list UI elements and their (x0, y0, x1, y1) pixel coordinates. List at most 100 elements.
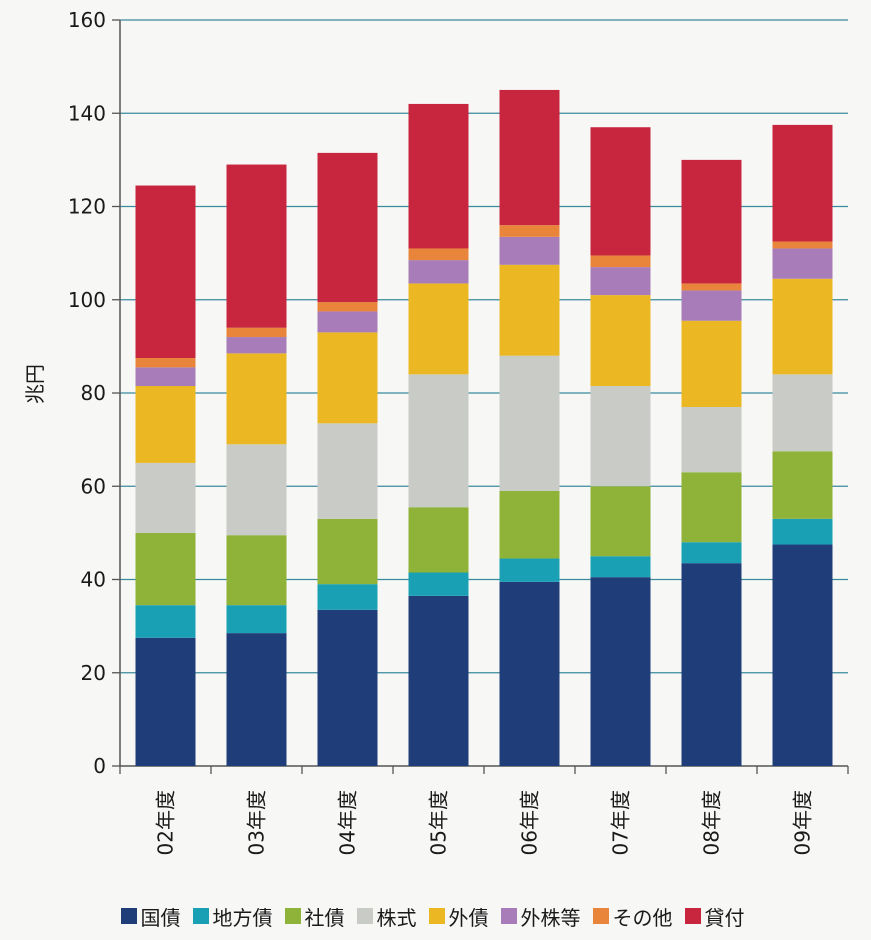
legend-label: その他 (612, 905, 673, 930)
legend-swatch (592, 908, 609, 924)
bar-segment-1-5 (499, 581, 560, 766)
y-tick-label: 80 (81, 381, 106, 405)
bar-segment-6-8 (772, 248, 833, 279)
bar-segment-3-6 (590, 486, 651, 557)
legend-swatch (356, 908, 373, 924)
bar-segment-4-8 (772, 374, 833, 452)
bar-segment-6-3 (317, 311, 378, 333)
x-tick-label: 08年度 (700, 790, 724, 855)
bar-segment-6-2 (226, 337, 287, 354)
bar-segment-8-8 (772, 124, 833, 242)
bar-segment-5-3 (317, 332, 378, 424)
bar-segment-6-7 (681, 290, 742, 321)
bar-segment-8-5 (499, 89, 560, 226)
x-tick-label: 03年度 (245, 790, 269, 855)
bar-segment-3-7 (681, 472, 742, 543)
bar-segment-7-5 (499, 225, 560, 237)
bar-segment-2-3 (317, 584, 378, 610)
legend-swatch (684, 908, 701, 924)
bar-segment-5-6 (590, 295, 651, 387)
bar-segment-6-4 (408, 260, 469, 284)
legend-label: 地方債 (212, 905, 273, 930)
legend-swatch (120, 908, 137, 924)
x-tick-label: 04年度 (336, 790, 360, 855)
x-tick-label: 09年度 (791, 790, 815, 855)
bar-segment-8-7 (681, 159, 742, 284)
x-tick-label: 02年度 (154, 790, 178, 855)
bar-segment-4-7 (681, 406, 742, 473)
bar-segment-2-4 (408, 572, 469, 596)
bar-segment-4-4 (408, 374, 469, 508)
y-tick-label: 0 (93, 754, 106, 778)
y-tick-label: 40 (81, 568, 106, 592)
bar-segment-3-8 (772, 451, 833, 519)
bar-segment-1-2 (226, 633, 287, 766)
bar-segment-2-6 (590, 556, 651, 578)
legend-item-1: 国債 (120, 902, 181, 931)
legend: 国債 地方債 社債 株式 外債 外株等 その他 貸付 (0, 896, 871, 936)
bar-segment-5-4 (408, 283, 469, 375)
bar-segment-7-3 (317, 302, 378, 312)
bar-segment-3-3 (317, 518, 378, 585)
bar-segment-2-8 (772, 518, 833, 545)
y-axis-label: 兆円 (23, 364, 47, 404)
bar-segment-3-4 (408, 507, 469, 573)
bar-segment-6-5 (499, 236, 560, 265)
x-tick-label: 07年度 (609, 790, 633, 855)
bar-segment-4-5 (499, 355, 560, 491)
y-tick-label: 100 (68, 288, 106, 312)
legend-swatch (500, 908, 517, 924)
bar-segment-1-6 (590, 577, 651, 766)
legend-item-7: その他 (592, 902, 673, 931)
bar-segment-8-4 (408, 103, 469, 249)
legend-item-5: 外債 (428, 902, 489, 931)
bar-segment-4-1 (135, 462, 196, 533)
y-tick-label: 60 (81, 474, 106, 498)
bar-segment-7-7 (681, 283, 742, 291)
y-tick-label: 120 (68, 195, 106, 219)
bar-segment-3-1 (135, 532, 196, 606)
legend-item-4: 株式 (356, 902, 417, 931)
bar-segment-5-5 (499, 264, 560, 356)
bar-segment-5-8 (772, 278, 833, 375)
legend-swatch (284, 908, 301, 924)
y-tick-label: 20 (81, 661, 106, 685)
bar-segment-6-6 (590, 267, 651, 296)
bar-segment-7-8 (772, 241, 833, 249)
legend-label: 国債 (140, 905, 181, 930)
bar-segment-1-1 (135, 637, 196, 766)
bar-segment-3-5 (499, 490, 560, 559)
bar-segment-2-2 (226, 605, 287, 634)
legend-label: 外株等 (520, 905, 581, 930)
bar-segment-6-1 (135, 367, 196, 387)
legend-item-3: 社債 (284, 902, 345, 931)
bar-segment-8-1 (135, 185, 196, 359)
x-tick-label: 05年度 (427, 790, 451, 855)
legend-swatch (192, 908, 209, 924)
bar-segment-7-1 (135, 358, 196, 368)
bar-segment-7-4 (408, 248, 469, 261)
bar-segment-5-1 (135, 386, 196, 463)
bar-segment-5-7 (681, 320, 742, 407)
legend-label: 社債 (304, 905, 345, 930)
bar-segment-7-2 (226, 327, 287, 338)
bar-segment-5-2 (226, 353, 287, 445)
bar-segment-8-2 (226, 164, 287, 328)
bar-segment-2-5 (499, 558, 560, 582)
legend-label: 外債 (448, 905, 489, 930)
bar-segment-2-7 (681, 542, 742, 564)
y-tick-label: 160 (68, 8, 106, 32)
bar-segment-1-8 (772, 544, 833, 766)
bar-segment-8-6 (590, 127, 651, 256)
bar-segment-3-2 (226, 535, 287, 606)
bar-segment-7-6 (590, 255, 651, 268)
legend-label: 貸付 (704, 905, 745, 930)
bar-segment-1-4 (408, 595, 469, 766)
bar-segment-1-3 (317, 609, 378, 766)
legend-item-8: 貸付 (684, 902, 745, 931)
bar-segment-4-3 (317, 423, 378, 519)
bar-segment-8-3 (317, 152, 378, 303)
bar-segment-4-2 (226, 444, 287, 536)
